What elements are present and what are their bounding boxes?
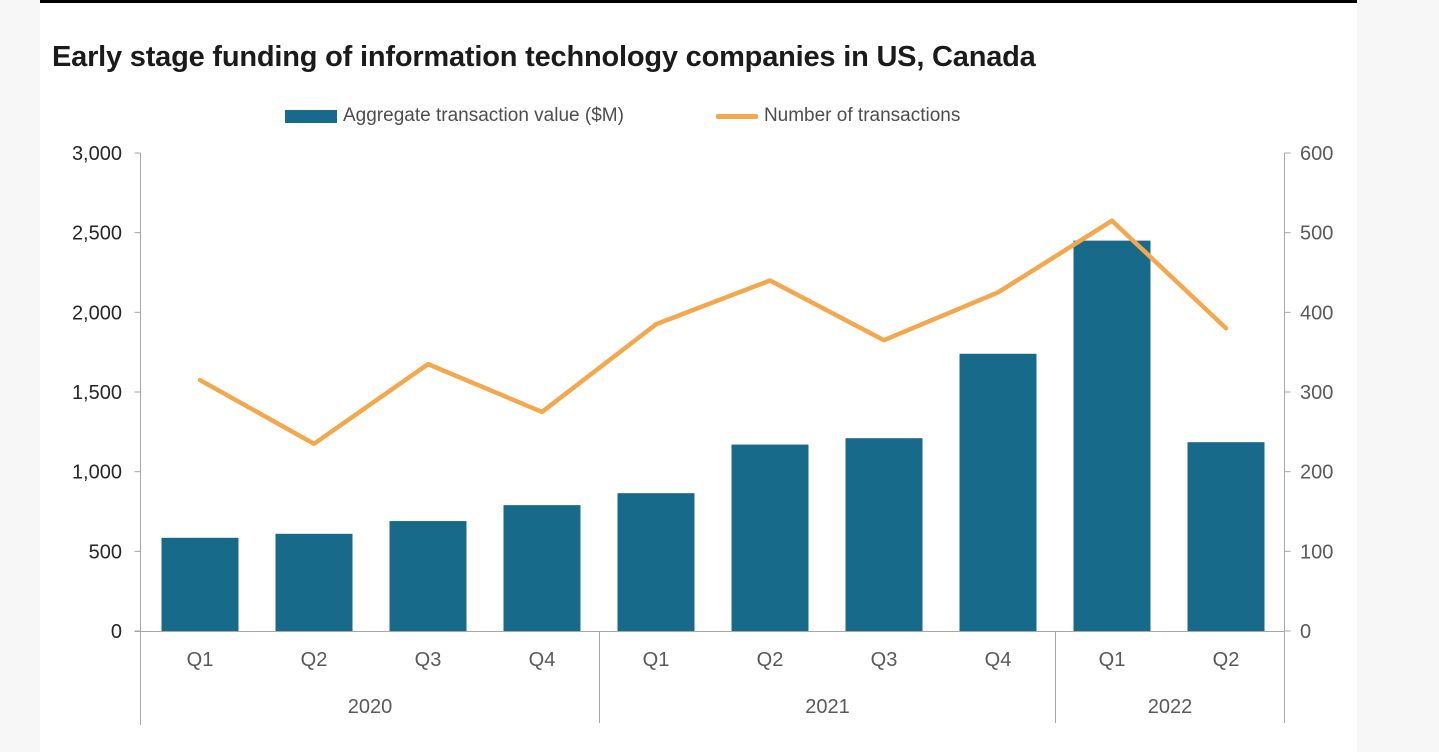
line-swatch-icon [715,113,758,119]
quarter-label: Q3 [415,649,442,671]
right-tick-label: 600 [1300,143,1333,165]
quarter-label: Q3 [871,649,898,671]
right-tick-label: 500 [1300,223,1333,245]
quarter-label: Q4 [985,649,1012,671]
transactions-line [197,218,1229,447]
bar-2022-Q2 [1187,442,1265,631]
chart-title: Early stage funding of information techn… [52,41,1036,73]
legend-label-bars: Aggregate transaction value ($M) [343,105,624,126]
quarter-label: Q2 [757,649,784,671]
left-tick-label: 1,000 [72,462,122,484]
bar-2021-Q2 [731,444,809,631]
legend: Aggregate transaction value ($M) Number … [285,103,960,129]
right-tick-label: 0 [1300,621,1311,643]
legend-label-line: Number of transactions [763,105,961,126]
left-tick-label: 0 [111,621,122,643]
quarter-label: Q1 [187,649,214,671]
quarter-label: Q2 [1213,649,1240,671]
legend-item-line: Number of transactions [715,105,961,127]
quarter-label: Q2 [301,649,328,671]
right-tick-label: 100 [1300,541,1333,563]
legend-item-bars: Aggregate transaction value ($M) [285,105,624,127]
bar-swatch-icon [285,109,337,123]
right-tick-label: 300 [1300,382,1333,404]
bar-2020-Q3 [389,521,467,631]
quarter-label: Q4 [529,649,556,671]
bar-2021-Q3 [845,438,923,631]
bar-2021-Q1 [617,493,695,631]
right-tick-label: 200 [1300,462,1333,484]
year-label: 2020 [348,696,393,718]
quarter-label: Q1 [643,649,670,671]
bar-2021-Q4 [959,353,1037,631]
right-tick-label: 400 [1300,302,1333,324]
left-tick-label: 2,000 [72,302,122,324]
year-label: 2022 [1148,696,1193,718]
bar-2020-Q4 [503,505,581,631]
year-label: 2021 [805,696,850,718]
left-tick-label: 1,500 [72,382,122,404]
left-tick-label: 3,000 [72,143,122,165]
bar-2020-Q1 [161,537,239,631]
bar-2022-Q1 [1073,240,1151,631]
left-tick-label: 2,500 [72,223,122,245]
quarter-label: Q1 [1099,649,1126,671]
bar-2020-Q2 [275,533,353,631]
left-tick-label: 500 [89,541,122,563]
